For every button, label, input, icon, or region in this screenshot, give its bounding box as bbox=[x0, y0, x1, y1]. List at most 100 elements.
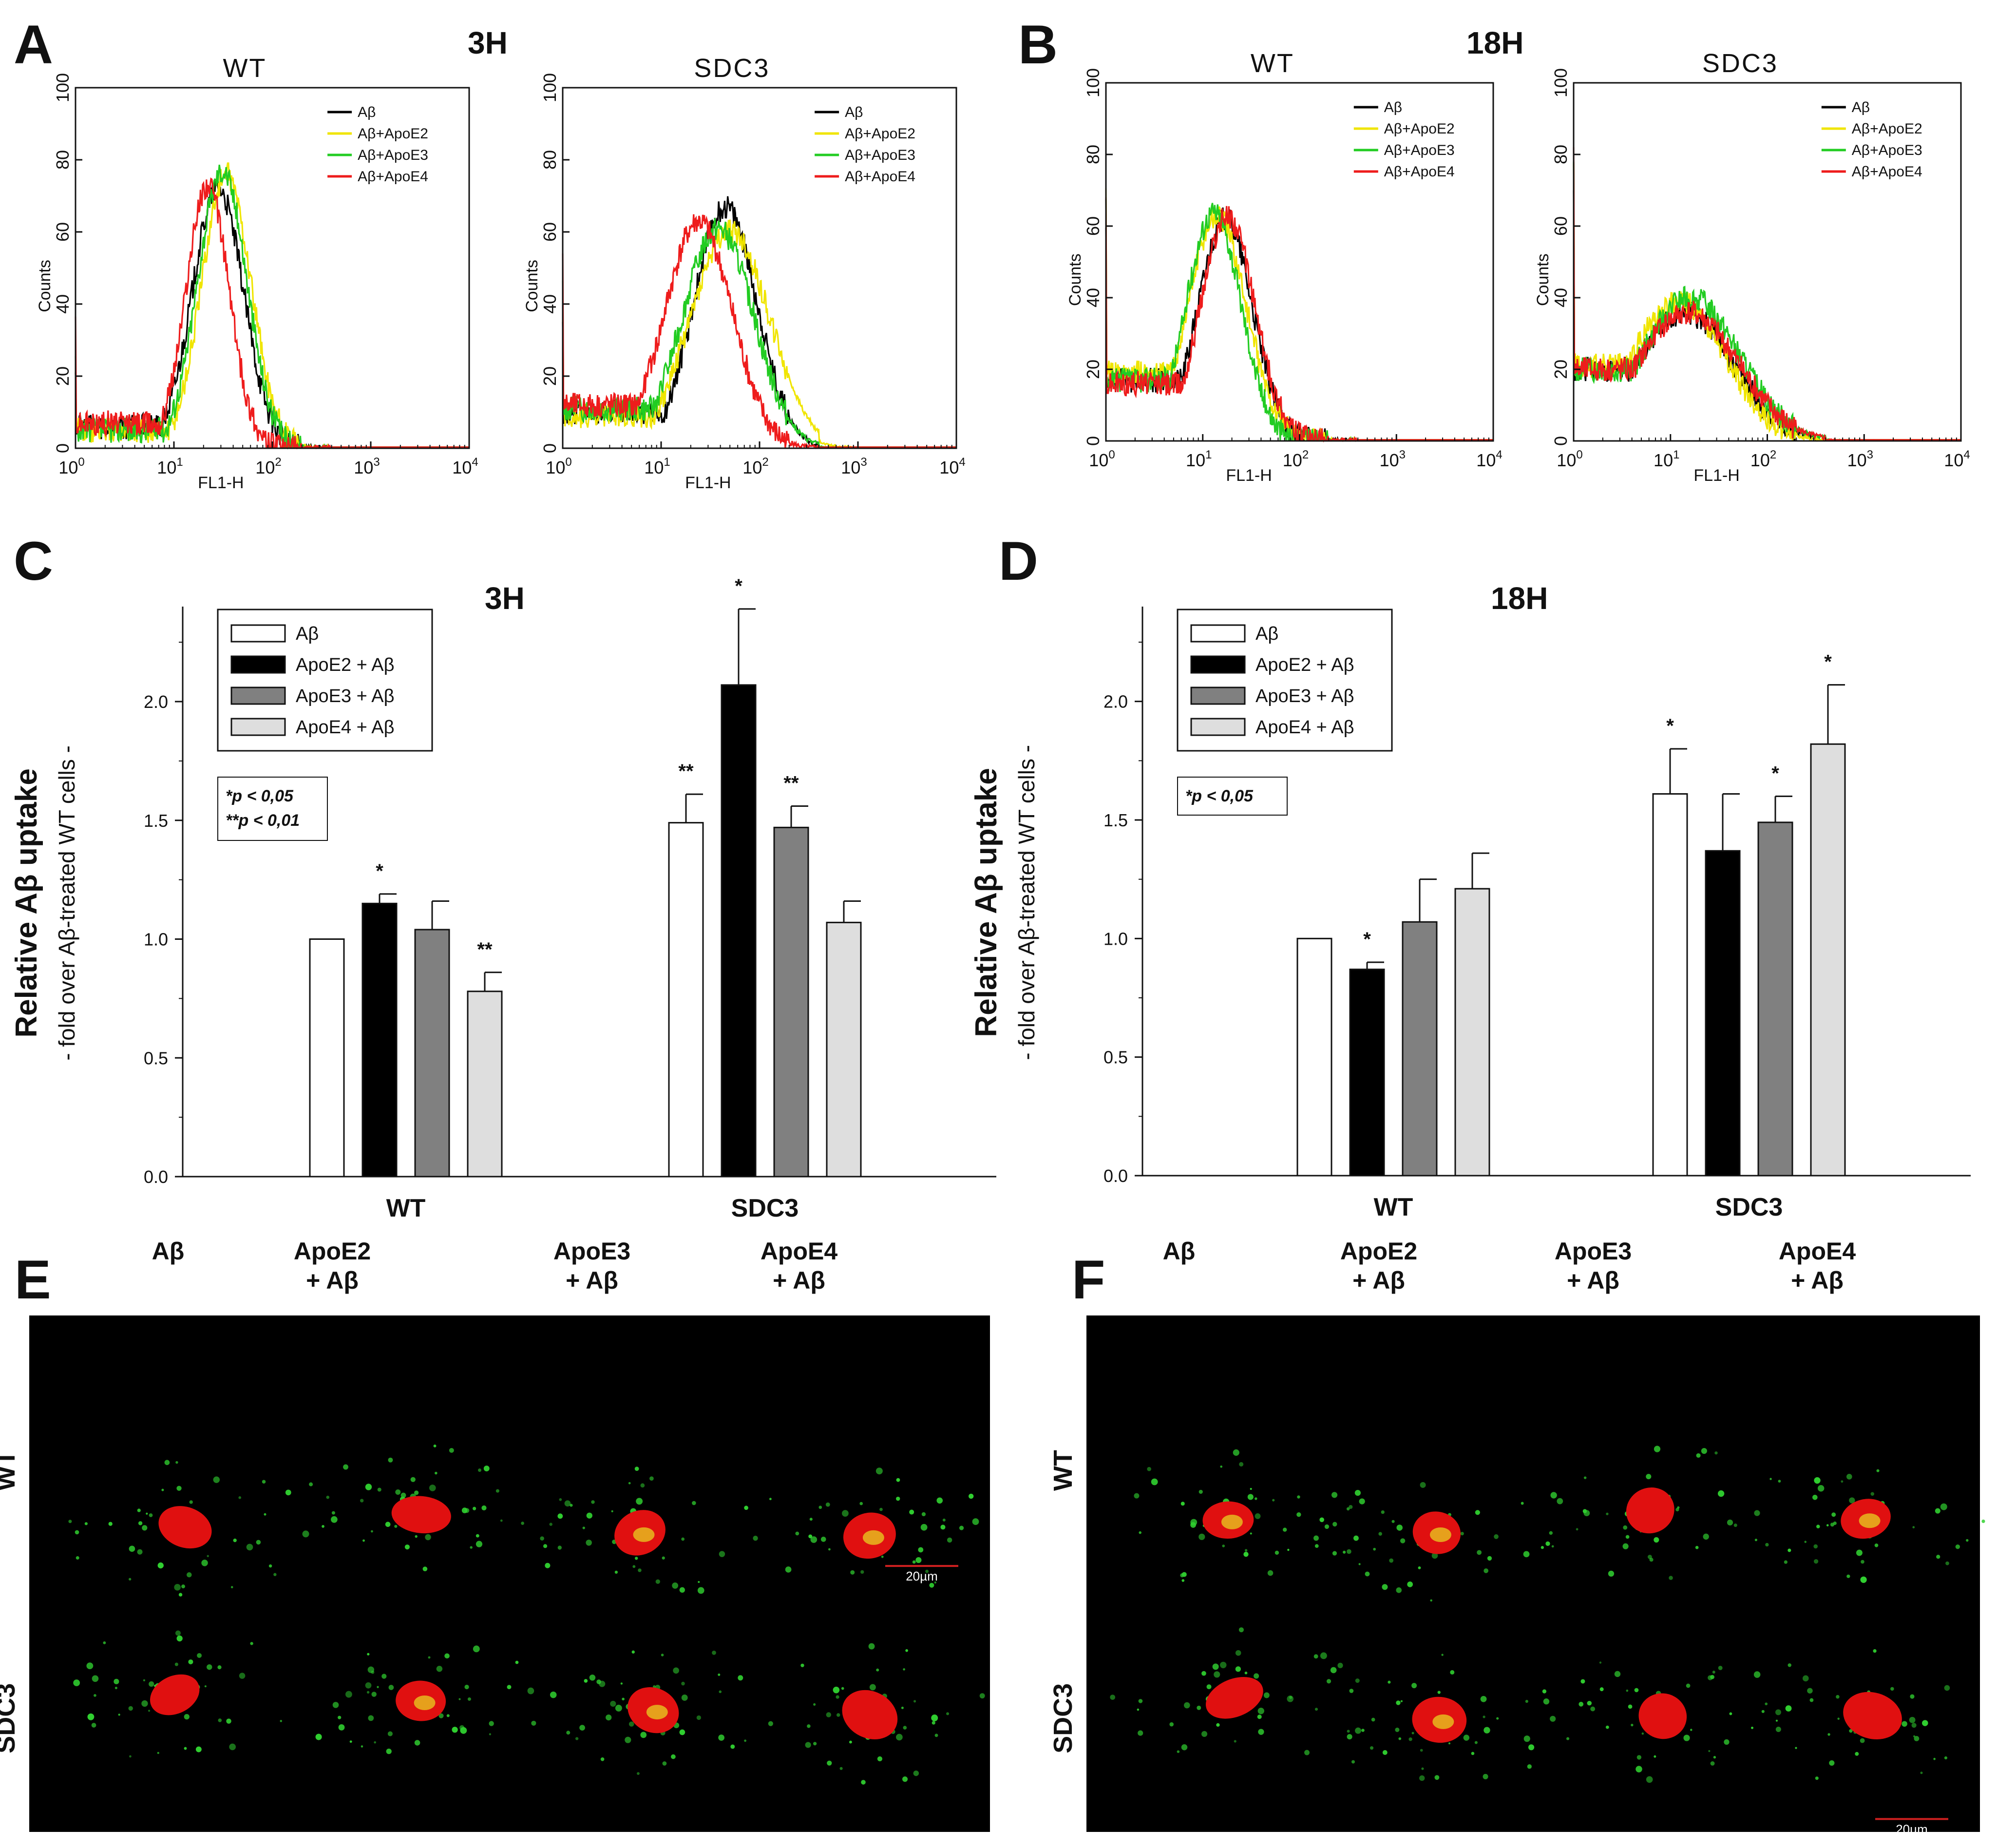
micro-e-abeta-speckle bbox=[207, 1664, 212, 1670]
bar-c-bar-wt-ab bbox=[309, 938, 345, 1178]
micro-f-abeta-speckle bbox=[1139, 1531, 1141, 1534]
micro-e-abeta-speckle bbox=[586, 1540, 592, 1546]
hist-b-sdc3-ytick-label: 60 bbox=[1551, 216, 1571, 236]
micro-f-abeta-speckle bbox=[1274, 1550, 1279, 1555]
micro-f-abeta-speckle bbox=[1654, 1755, 1656, 1758]
micro-e-abeta-speckle bbox=[75, 1530, 79, 1535]
micro-e-abeta-speckle bbox=[273, 1573, 277, 1576]
micro-f-abeta-speckle bbox=[1675, 1507, 1679, 1512]
micro-f-abeta-speckle bbox=[1355, 1678, 1360, 1683]
micro-e-abeta-speckle bbox=[137, 1508, 141, 1512]
micro-f-abeta-speckle bbox=[1606, 1512, 1609, 1515]
micro-e-abeta-speckle bbox=[338, 1715, 342, 1719]
micro-f-abeta-speckle bbox=[1765, 1543, 1769, 1547]
micro-e-abeta-speckle bbox=[579, 1725, 585, 1731]
micro-e-abeta-speckle bbox=[94, 1694, 96, 1697]
micro-e-abeta-speckle bbox=[388, 1685, 394, 1690]
micro-f-abeta-speckle bbox=[1332, 1522, 1337, 1527]
micro-e-abeta-speckle bbox=[936, 1497, 943, 1504]
bar-c-bar-wt-apoe4-ab bbox=[467, 991, 503, 1178]
hist-b-wt-ytick-label: 0 bbox=[1083, 436, 1103, 446]
micro-e-abeta-speckle bbox=[207, 1555, 209, 1557]
micro-e-abeta-speckle bbox=[458, 1698, 461, 1700]
micro-f-abeta-speckle bbox=[1696, 1453, 1701, 1458]
micro-e-abeta-speckle bbox=[566, 1731, 571, 1735]
micro-f-abeta-speckle bbox=[1541, 1546, 1544, 1549]
micro-e-abeta-speckle bbox=[527, 1687, 534, 1695]
micro-e-abeta-speckle bbox=[338, 1724, 345, 1731]
micro-e-column-header: ApoE4 bbox=[761, 1238, 838, 1265]
micro-f-abeta-speckle bbox=[1190, 1519, 1198, 1526]
micro-e-abeta-speckle bbox=[606, 1714, 612, 1721]
micro-e-abeta-speckle bbox=[959, 1525, 964, 1530]
hist-a-wt-title: WT bbox=[223, 54, 266, 83]
panel-letter-d: D bbox=[999, 531, 1038, 591]
micro-f-abeta-speckle bbox=[1718, 1665, 1723, 1670]
micro-f-abeta-speckle bbox=[1212, 1663, 1219, 1670]
micro-f-abeta-speckle bbox=[1576, 1528, 1579, 1531]
hist-a-sdc3-legend-label-ab-apoe4: Aβ+ApoE4 bbox=[845, 169, 915, 185]
micro-e-abeta-speckle bbox=[896, 1478, 900, 1482]
bar-d-legend-swatch-ab bbox=[1190, 624, 1246, 643]
micro-e-abeta-speckle bbox=[521, 1522, 524, 1525]
micro-f-abeta-speckle bbox=[1398, 1737, 1402, 1740]
bar-c-significance-mark: * bbox=[735, 575, 742, 597]
micro-f-abeta-speckle bbox=[1201, 1671, 1206, 1676]
micro-f-abeta-speckle bbox=[1856, 1549, 1863, 1556]
micro-f-abeta-speckle bbox=[1966, 1539, 1969, 1542]
micro-e-abeta-speckle bbox=[204, 1685, 207, 1688]
micro-e-abeta-speckle bbox=[879, 1507, 883, 1511]
micro-f-abeta-speckle bbox=[1521, 1502, 1524, 1505]
micro-f-abeta-speckle bbox=[1257, 1715, 1262, 1719]
micro-e-abeta-speckle bbox=[826, 1712, 832, 1717]
bar-c-legend-label-ab: Aβ bbox=[296, 624, 319, 644]
micro-e-abeta-speckle bbox=[345, 1691, 352, 1698]
micro-f-abeta-speckle bbox=[1669, 1576, 1673, 1580]
micro-f-abeta-speckle bbox=[1137, 1708, 1140, 1711]
micro-e-abeta-speckle bbox=[213, 1476, 220, 1483]
panel-letter-a: A bbox=[14, 14, 53, 75]
micro-e-abeta-speckle bbox=[515, 1660, 519, 1664]
micro-e-abeta-speckle bbox=[808, 1534, 813, 1539]
hist-b-wt-legend-label-ab-apoe2: Aβ+ApoE2 bbox=[1384, 121, 1455, 137]
bar-c-ytick-label: 1.5 bbox=[144, 811, 168, 831]
micro-f-panel-letter: F bbox=[1072, 1249, 1105, 1310]
micro-f-abeta-speckle bbox=[1902, 1721, 1907, 1727]
micro-e-abeta-speckle bbox=[489, 1733, 491, 1735]
bar-c-ytick-label: 1.0 bbox=[144, 930, 168, 950]
micro-f-abeta-speckle bbox=[1378, 1532, 1382, 1536]
micro-e-abeta-speckle bbox=[438, 1713, 444, 1718]
micro-e-abeta-speckle bbox=[388, 1457, 393, 1463]
micro-e-abeta-speckle bbox=[483, 1466, 490, 1471]
micro-f-abeta-speckle bbox=[1239, 1462, 1244, 1467]
micro-e-abeta-speckle bbox=[769, 1498, 772, 1501]
micro-e-abeta-speckle bbox=[449, 1448, 454, 1453]
micro-e-abeta-speckle bbox=[768, 1721, 773, 1726]
micro-e-abeta-speckle bbox=[550, 1691, 557, 1698]
micro-e-abeta-speckle bbox=[679, 1587, 685, 1593]
micro-e-abeta-speckle bbox=[738, 1675, 743, 1681]
hist-a-sdc3-ytick-label: 20 bbox=[540, 366, 560, 386]
micro-e-abeta-speckle bbox=[475, 1541, 483, 1547]
micro-e-abeta-speckle bbox=[414, 1490, 419, 1495]
micro-e-abeta-speckle bbox=[564, 1500, 571, 1507]
micro-e-abeta-speckle bbox=[114, 1686, 117, 1690]
micro-e-abeta-speckle bbox=[913, 1770, 919, 1776]
hist-a-wt-ytick-label: 20 bbox=[53, 366, 73, 386]
micro-f-abeta-speckle bbox=[1920, 1772, 1923, 1774]
micro-f-abeta-speckle bbox=[1846, 1574, 1850, 1578]
bar-c-significance-mark: ** bbox=[678, 761, 694, 782]
micro-e-abeta-speckle bbox=[285, 1489, 291, 1496]
bar-d-ylabel-sub: - fold over Aβ-treated WT cells - bbox=[1014, 745, 1039, 1060]
micro-f-abeta-speckle bbox=[1775, 1719, 1778, 1722]
micro-e-abeta-speckle bbox=[860, 1570, 864, 1574]
micro-f-abeta-speckle bbox=[1785, 1705, 1792, 1712]
micro-f-abeta-speckle bbox=[1408, 1737, 1412, 1741]
micro-e-abeta-speckle bbox=[628, 1482, 631, 1485]
micro-e-abeta-speckle bbox=[640, 1732, 647, 1738]
micro-f-abeta-speckle bbox=[1181, 1744, 1188, 1751]
bar-c-bar-sdc3-apoe2-ab bbox=[721, 684, 757, 1178]
bar-c-significance-mark: * bbox=[376, 860, 383, 882]
hist-b-sdc3-xlabel: FL1-H bbox=[1693, 466, 1739, 485]
